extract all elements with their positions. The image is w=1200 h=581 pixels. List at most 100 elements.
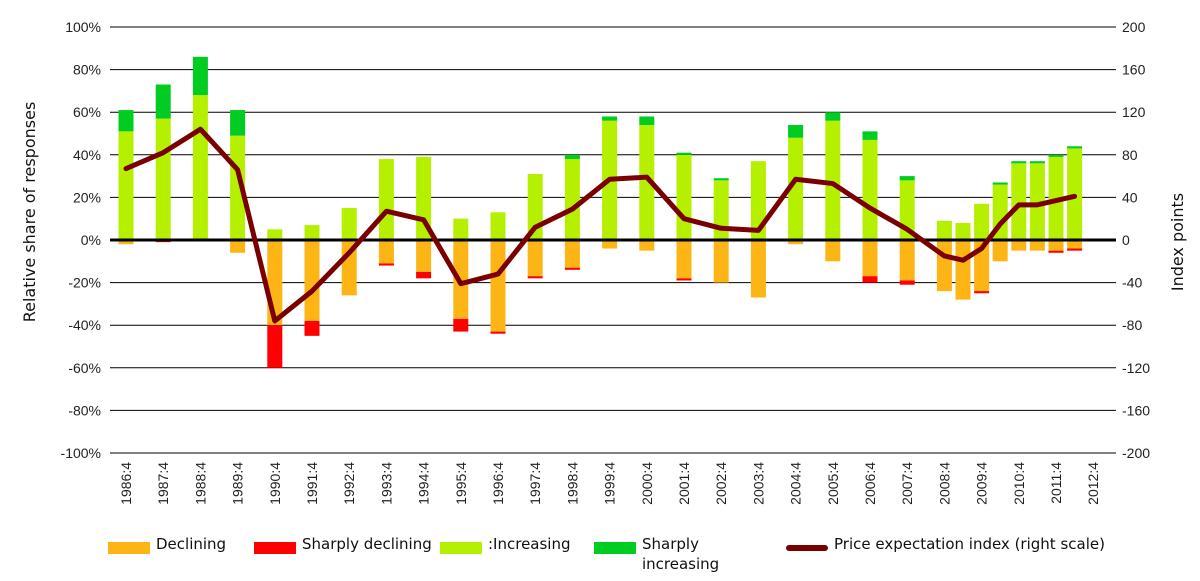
x-tick-label: 1987:4 [155,462,171,505]
legend-item-declining: Declining [108,534,226,554]
bar-declining [490,240,506,332]
right-tick-label: -80 [1122,317,1142,333]
bar-declining [1048,240,1064,251]
bar-declining [230,240,246,253]
bar-declining [1067,240,1083,249]
bar-declining [955,240,971,300]
bar-declining [527,240,543,277]
left-tick-label: 0% [81,232,101,248]
legend-item-sharply-increasing: Sharply increasing [594,534,734,574]
legend-swatch-index [786,545,828,551]
x-axis-ticks: 1986:4 1987:4 1988:4 1989:4 1990:4 1991:4 1992… [118,462,1101,505]
legend-swatch-sharply-declining [254,542,296,554]
right-tick-label: -200 [1122,445,1150,461]
left-tick-label: 60% [73,104,101,120]
bar-declining [1011,240,1027,251]
bar-sharply-increasing [1048,154,1064,157]
bar-declining [118,240,134,245]
right-tick-label: -120 [1122,360,1150,376]
bar-sharply-declining [1048,250,1064,253]
bar-increasing [974,203,990,240]
bar-increasing [676,154,692,240]
bar-sharply-declining [564,267,580,270]
legend-label-declining: Declining [156,535,227,553]
right-tick-label: 120 [1122,104,1146,120]
bar-sharply-increasing [602,116,618,121]
x-tick-label: 2010:4 [1011,462,1027,505]
bar-sharply-increasing [825,112,841,121]
bar-sharply-increasing [862,131,878,140]
x-tick-label: 1994:4 [416,462,432,505]
bar-declining [639,240,655,251]
right-axis-title: Index points [1168,193,1187,291]
x-tick-label: 2003:4 [750,462,766,505]
bar-sharply-declining [453,318,469,332]
left-tick-label: -60% [68,360,101,376]
legend-label-sharply-declining: Sharply declining [302,535,432,553]
bar-increasing [192,95,208,240]
x-tick-label: 1990:4 [267,462,283,505]
bar-increasing [1011,163,1027,240]
bar-declining [788,240,804,245]
bar-increasing [1029,163,1045,240]
bar-declining [862,240,878,277]
bar-increasing [378,159,394,240]
bar-sharply-declining [527,276,543,279]
bar-sharply-increasing [676,152,692,155]
x-tick-label: 1986:4 [118,462,134,505]
left-tick-label: 100% [65,19,101,35]
bar-sharply-increasing [992,182,1008,185]
left-tick-label: 20% [73,189,101,205]
bar-increasing [230,135,246,240]
x-tick-label: 1993:4 [378,462,394,505]
legend-label-sharply-increasing: Sharply increasing [642,535,720,573]
bar-sharply-increasing [1011,161,1027,164]
bar-sharply-increasing [788,124,804,138]
bar-sharply-increasing [155,84,171,119]
left-tick-label: -80% [68,402,101,418]
bar-declining [676,240,692,279]
legend-swatch-sharply-increasing [594,542,636,554]
x-tick-label: 1997:4 [527,462,543,505]
bar-declining [378,240,394,264]
legend-label-increasing: :Increasing [488,535,571,553]
left-tick-label: 40% [73,147,101,163]
x-tick-label: 1995:4 [453,462,469,505]
bar-declining [713,240,729,283]
bar-sharply-declining [676,278,692,281]
bar-increasing [936,220,952,240]
bar-sharply-declining [378,263,394,266]
x-tick-label: 1989:4 [230,462,246,505]
bar-sharply-increasing [192,56,208,96]
x-tick-label: 2011:4 [1048,462,1064,504]
bar-declining [899,240,915,281]
bar-sharply-increasing [1067,146,1083,149]
bar-sharply-declining [416,271,432,279]
bar-sharply-declining [490,331,506,334]
bar-declining [602,240,618,249]
right-tick-label: -40 [1122,275,1142,291]
bar-sharply-increasing [1029,161,1045,164]
x-tick-label: 1999:4 [602,462,618,505]
right-tick-label: 40 [1122,189,1138,205]
left-tick-label: -40% [68,317,101,333]
bar-declining [992,240,1008,262]
left-axis-ticks: 100% 80% 60% 40% 20% 0% -20% -40% -60% -80% -100% [61,19,101,461]
bar-declining [416,240,432,272]
bar-increasing [341,208,357,240]
bars [118,56,1083,368]
bar-increasing [788,137,804,240]
x-tick-label: 2006:4 [862,462,878,505]
bar-sharply-declining [1067,248,1083,251]
bar-increasing [862,139,878,240]
bar-declining [825,240,841,262]
x-tick-label: 2007:4 [899,462,915,505]
bar-sharply-declining [304,320,320,336]
x-tick-label: 2009:4 [974,462,990,505]
bar-increasing [564,159,580,240]
bar-sharply-increasing [564,154,580,160]
bar-increasing [639,124,655,240]
x-tick-label: 2000:4 [639,462,655,505]
right-tick-label: 0 [1122,232,1130,248]
bar-sharply-increasing [118,110,134,132]
